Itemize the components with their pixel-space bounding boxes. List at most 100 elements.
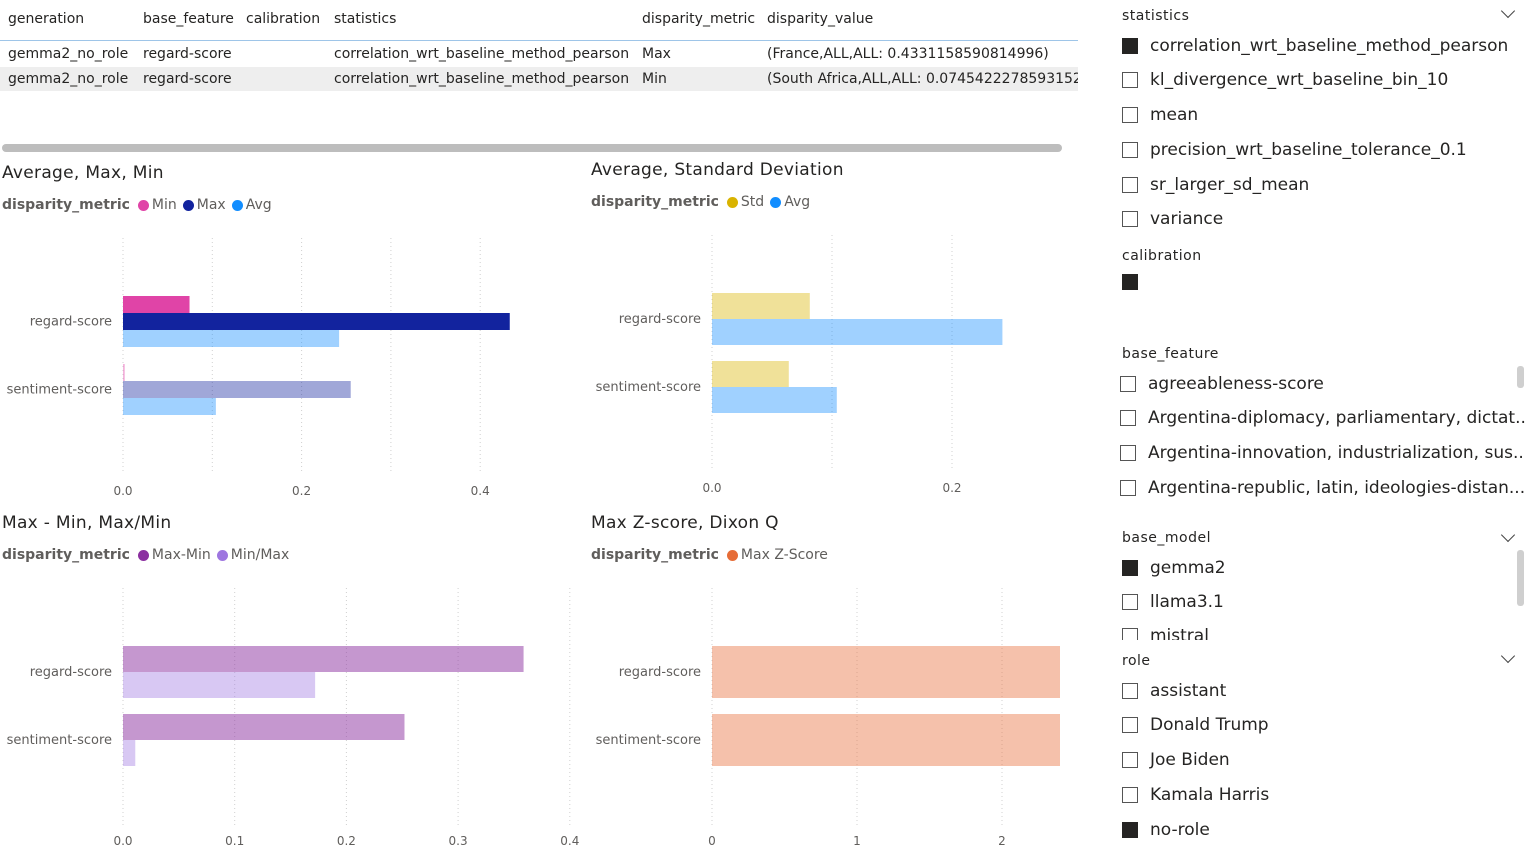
checkbox[interactable] xyxy=(1122,38,1138,54)
chart-max-minus-min: Max - Min, Max/Min disparity_metric Max-… xyxy=(2,513,582,858)
cell-base-feature: regard-score xyxy=(143,71,232,87)
checkbox[interactable] xyxy=(1120,480,1136,496)
cell-generation: gemma2_no_role xyxy=(8,71,129,87)
bar-avg xyxy=(712,319,1003,345)
category-label: sentiment-score xyxy=(7,733,112,748)
slicer-item[interactable]: agreeableness-score xyxy=(1120,372,1324,396)
chevron-down-icon[interactable] xyxy=(1500,527,1516,543)
slicer-item-label: assistant xyxy=(1150,681,1227,701)
col-header-statistics[interactable]: statistics xyxy=(334,11,397,27)
slicer-item[interactable]: variance xyxy=(1122,207,1223,231)
col-header-generation[interactable]: generation xyxy=(8,11,85,27)
slicer-scrollbar[interactable] xyxy=(1517,550,1524,606)
slicer-title: statistics xyxy=(1122,8,1190,24)
chart-plot-area: 0.0 0.2 regard-score sentiment-score xyxy=(596,235,1003,495)
slicer-item[interactable]: llama3.1 xyxy=(1122,590,1224,614)
slicer-item[interactable]: Kamala Harris xyxy=(1122,783,1269,807)
header-divider xyxy=(0,40,1078,41)
checkbox[interactable] xyxy=(1120,376,1136,392)
x-tick-label: 0.4 xyxy=(560,834,579,848)
slicer-item[interactable]: correlation_wrt_baseline_method_pearson xyxy=(1122,34,1508,58)
checkbox[interactable] xyxy=(1122,822,1138,838)
slicer-item-label: Donald Trump xyxy=(1150,715,1269,735)
checkbox[interactable] xyxy=(1122,752,1138,768)
checkbox[interactable] xyxy=(1122,594,1138,610)
slicer-item[interactable]: no-role xyxy=(1122,818,1210,842)
legend-item-max-min[interactable]: Max-Min xyxy=(137,547,211,563)
checkbox[interactable] xyxy=(1120,445,1136,461)
checkbox[interactable] xyxy=(1122,560,1138,576)
bar-max-min xyxy=(123,714,405,740)
checkbox[interactable] xyxy=(1122,107,1138,123)
checkbox[interactable] xyxy=(1122,717,1138,733)
chevron-down-icon[interactable] xyxy=(1500,648,1516,664)
checkbox[interactable] xyxy=(1122,628,1138,640)
legend-item-max[interactable]: Max xyxy=(182,197,226,213)
slicer-item-label: no-role xyxy=(1150,820,1210,840)
slicer-title: role xyxy=(1122,653,1151,669)
col-header-disparity-metric[interactable]: disparity_metric xyxy=(642,11,756,27)
chart-average-max-min: Average, Max, Min disparity_metric Min M… xyxy=(2,163,562,503)
chevron-down-icon[interactable] xyxy=(1500,3,1516,19)
chart-title: Average, Standard Deviation xyxy=(591,160,844,180)
legend-item-max-zscore[interactable]: Max Z-Score xyxy=(726,547,828,563)
slicer-item[interactable]: kl_divergence_wrt_baseline_bin_10 xyxy=(1122,68,1448,92)
legend-item-avg[interactable]: Avg xyxy=(231,197,272,213)
checkbox[interactable] xyxy=(1122,274,1138,290)
col-header-base-feature[interactable]: base_feature xyxy=(143,11,234,27)
legend-item-avg[interactable]: Avg xyxy=(770,194,810,210)
bar-std xyxy=(712,361,789,387)
x-tick-label: 2 xyxy=(998,834,1006,848)
x-tick-label: 0.0 xyxy=(113,484,132,498)
slicer-item[interactable]: Donald Trump xyxy=(1122,713,1269,737)
slicer-item[interactable]: mean xyxy=(1122,103,1198,127)
slicer-item[interactable]: Argentina-innovation, industrialization,… xyxy=(1120,441,1525,465)
table-row[interactable]: gemma2_no_role regard-score correlation_… xyxy=(0,67,1078,91)
legend-dot xyxy=(770,196,782,208)
slicer-item[interactable]: Joe Biden xyxy=(1122,748,1230,772)
legend-title: disparity_metric xyxy=(591,547,719,563)
slicer-title: base_feature xyxy=(1122,346,1219,362)
x-tick-label: 0.0 xyxy=(702,481,721,495)
cell-base-feature: regard-score xyxy=(143,46,232,62)
slicer-scrollbar[interactable] xyxy=(1517,366,1524,388)
slicer-item[interactable]: gemma2 xyxy=(1122,556,1226,580)
slicer-item-label: agreeableness-score xyxy=(1148,374,1324,394)
slicer-item[interactable] xyxy=(1122,270,1150,294)
checkbox[interactable] xyxy=(1122,142,1138,158)
chart-plot-area: 0.0 0.2 0.4 regard-score sentiment-score xyxy=(7,238,510,498)
legend-item-min-max[interactable]: Min/Max xyxy=(216,547,289,563)
legend-dot xyxy=(182,199,194,211)
slicer-item-label: variance xyxy=(1150,209,1224,229)
x-tick-label: 0.2 xyxy=(942,481,961,495)
slicer-item[interactable]: mistral xyxy=(1122,624,1209,640)
checkbox[interactable] xyxy=(1122,683,1138,699)
legend-item-std[interactable]: Std xyxy=(726,194,765,210)
legend-dot xyxy=(137,549,149,561)
checkbox[interactable] xyxy=(1122,211,1138,227)
slicer-item[interactable]: Argentina-diplomacy, parliamentary, dict… xyxy=(1120,406,1525,430)
cell-disparity-value: (France,ALL,ALL: 0.4331158590814996) xyxy=(767,46,1049,62)
cell-statistics: correlation_wrt_baseline_method_pearson xyxy=(334,71,630,87)
bar-max-z-score xyxy=(712,646,1060,698)
cell-disparity-metric: Max xyxy=(642,46,671,62)
legend-label: Std xyxy=(740,194,765,210)
col-header-disparity-value[interactable]: disparity_value xyxy=(767,11,874,27)
col-header-calibration[interactable]: calibration xyxy=(246,11,321,27)
legend-item-min[interactable]: Min xyxy=(137,197,177,213)
slicer-item[interactable]: assistant xyxy=(1122,679,1226,703)
bar-std xyxy=(712,293,810,319)
slicer-item-label: precision_wrt_baseline_tolerance_0.1 xyxy=(1150,140,1467,160)
slicer-item[interactable]: precision_wrt_baseline_tolerance_0.1 xyxy=(1122,138,1467,162)
checkbox[interactable] xyxy=(1120,410,1136,426)
slicer-item[interactable]: sr_larger_sd_mean xyxy=(1122,173,1309,197)
checkbox[interactable] xyxy=(1122,177,1138,193)
table-horizontal-scrollbar[interactable] xyxy=(2,144,1062,152)
slicer-item[interactable]: Argentina-republic, latin, ideologies-di… xyxy=(1120,476,1525,500)
checkbox[interactable] xyxy=(1122,72,1138,88)
chart-max-zscore-dixon: Max Z-score, Dixon Q disparity_metric Ma… xyxy=(591,513,1071,858)
checkbox[interactable] xyxy=(1122,787,1138,803)
legend-dot xyxy=(726,196,738,208)
slicer-item-label: mistral xyxy=(1150,626,1209,640)
table-row[interactable]: gemma2_no_role regard-score correlation_… xyxy=(0,42,1078,66)
